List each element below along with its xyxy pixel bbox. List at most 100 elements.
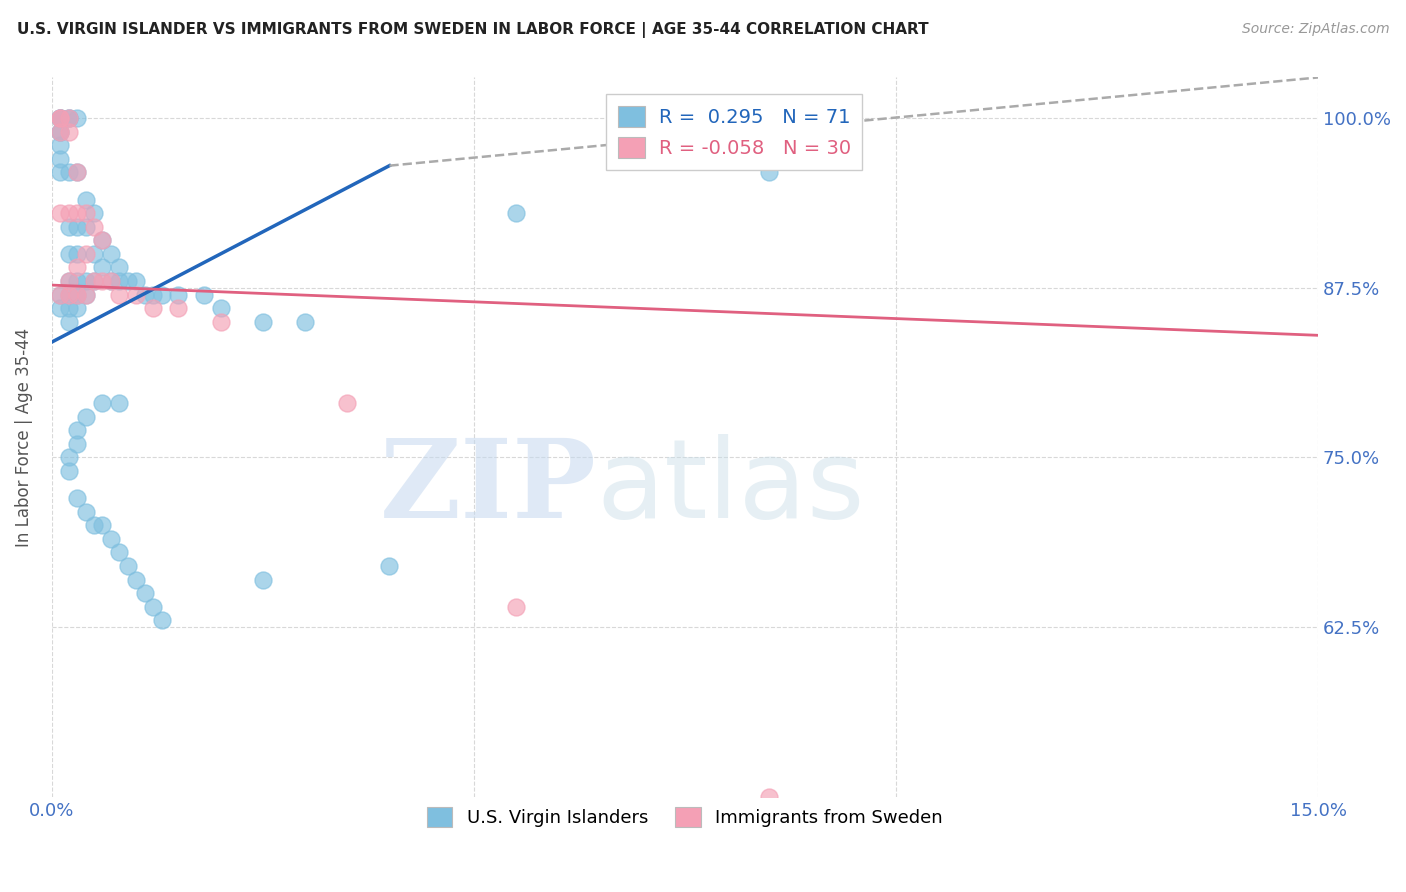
Text: ZIP: ZIP xyxy=(380,434,596,541)
Point xyxy=(142,287,165,301)
Point xyxy=(108,545,131,559)
Point xyxy=(91,396,114,410)
Point xyxy=(100,247,122,261)
Point xyxy=(58,125,80,139)
Point xyxy=(58,206,80,220)
Point xyxy=(58,315,80,329)
Text: U.S. VIRGIN ISLANDER VS IMMIGRANTS FROM SWEDEN IN LABOR FORCE | AGE 35-44 CORREL: U.S. VIRGIN ISLANDER VS IMMIGRANTS FROM … xyxy=(17,22,928,38)
Text: Source: ZipAtlas.com: Source: ZipAtlas.com xyxy=(1241,22,1389,37)
Point xyxy=(66,437,89,451)
Point xyxy=(91,274,114,288)
Point xyxy=(125,573,148,587)
Point xyxy=(58,464,80,478)
Point xyxy=(75,274,97,288)
Point xyxy=(75,247,97,261)
Point xyxy=(83,518,105,533)
Point xyxy=(91,233,114,247)
Point xyxy=(75,219,97,234)
Point xyxy=(75,193,97,207)
Point xyxy=(91,260,114,275)
Point xyxy=(49,301,72,315)
Point xyxy=(209,301,232,315)
Point xyxy=(58,247,80,261)
Point xyxy=(66,287,89,301)
Point xyxy=(58,301,80,315)
Point xyxy=(252,573,274,587)
Point xyxy=(49,206,72,220)
Point xyxy=(49,152,72,166)
Point xyxy=(125,274,148,288)
Point xyxy=(125,287,148,301)
Point xyxy=(49,287,72,301)
Point xyxy=(58,111,80,125)
Point xyxy=(142,301,165,315)
Point xyxy=(49,111,72,125)
Point xyxy=(49,287,72,301)
Point xyxy=(49,125,72,139)
Point xyxy=(134,287,156,301)
Point xyxy=(134,586,156,600)
Point xyxy=(49,111,72,125)
Point xyxy=(83,206,105,220)
Text: atlas: atlas xyxy=(596,434,865,541)
Point xyxy=(66,301,89,315)
Point xyxy=(49,111,72,125)
Point xyxy=(66,247,89,261)
Point xyxy=(758,165,780,179)
Point xyxy=(75,287,97,301)
Point xyxy=(66,274,89,288)
Point xyxy=(193,287,215,301)
Point xyxy=(49,111,72,125)
Point xyxy=(505,206,527,220)
Point xyxy=(117,559,139,574)
Point xyxy=(66,111,89,125)
Point xyxy=(49,138,72,153)
Point xyxy=(58,287,80,301)
Point xyxy=(142,599,165,614)
Point xyxy=(294,315,316,329)
Point xyxy=(108,274,131,288)
Point xyxy=(108,260,131,275)
Point xyxy=(49,111,72,125)
Point xyxy=(108,396,131,410)
Point xyxy=(58,274,80,288)
Point xyxy=(252,315,274,329)
Point xyxy=(58,219,80,234)
Point xyxy=(758,789,780,804)
Point xyxy=(505,599,527,614)
Point xyxy=(100,274,122,288)
Point xyxy=(66,165,89,179)
Point xyxy=(58,111,80,125)
Point xyxy=(150,613,173,627)
Point xyxy=(58,165,80,179)
Point xyxy=(66,219,89,234)
Point xyxy=(75,287,97,301)
Point xyxy=(66,260,89,275)
Point xyxy=(378,559,401,574)
Point xyxy=(66,423,89,437)
Point xyxy=(75,505,97,519)
Point xyxy=(75,409,97,424)
Point xyxy=(49,165,72,179)
Point xyxy=(58,450,80,465)
Point xyxy=(91,518,114,533)
Point xyxy=(209,315,232,329)
Point xyxy=(150,287,173,301)
Point xyxy=(66,287,89,301)
Point xyxy=(66,206,89,220)
Point xyxy=(91,233,114,247)
Point xyxy=(58,274,80,288)
Point xyxy=(117,274,139,288)
Point xyxy=(83,274,105,288)
Point xyxy=(49,125,72,139)
Point xyxy=(108,287,131,301)
Legend: U.S. Virgin Islanders, Immigrants from Sweden: U.S. Virgin Islanders, Immigrants from S… xyxy=(420,800,950,835)
Point xyxy=(83,247,105,261)
Point xyxy=(83,219,105,234)
Point xyxy=(66,165,89,179)
Point xyxy=(49,125,72,139)
Point xyxy=(167,301,190,315)
Point xyxy=(167,287,190,301)
Point xyxy=(58,111,80,125)
Point xyxy=(100,532,122,546)
